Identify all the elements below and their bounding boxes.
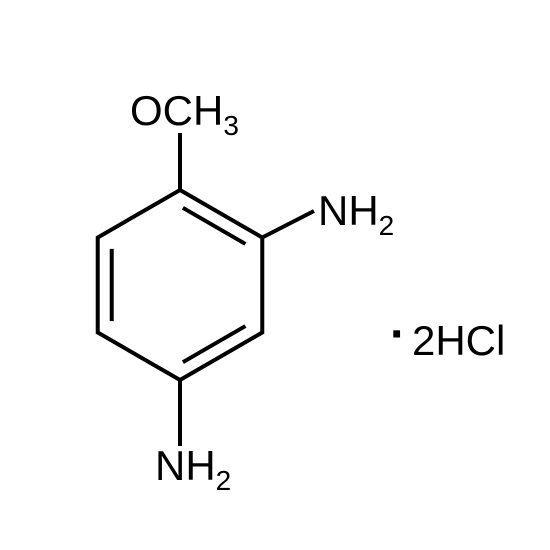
- label-salt-2hcl: ·2HCl: [390, 308, 505, 364]
- label-nh2-para: NH2: [155, 442, 231, 496]
- bond-to-nh2-ortho: [262, 211, 314, 238]
- label-nh2-ortho: NH2: [318, 187, 394, 241]
- molecule-diagram: OCH3 NH2 NH2 ·2HCl: [0, 0, 550, 550]
- label-och3: OCH3: [130, 87, 239, 141]
- benzene-ring: [98, 190, 263, 380]
